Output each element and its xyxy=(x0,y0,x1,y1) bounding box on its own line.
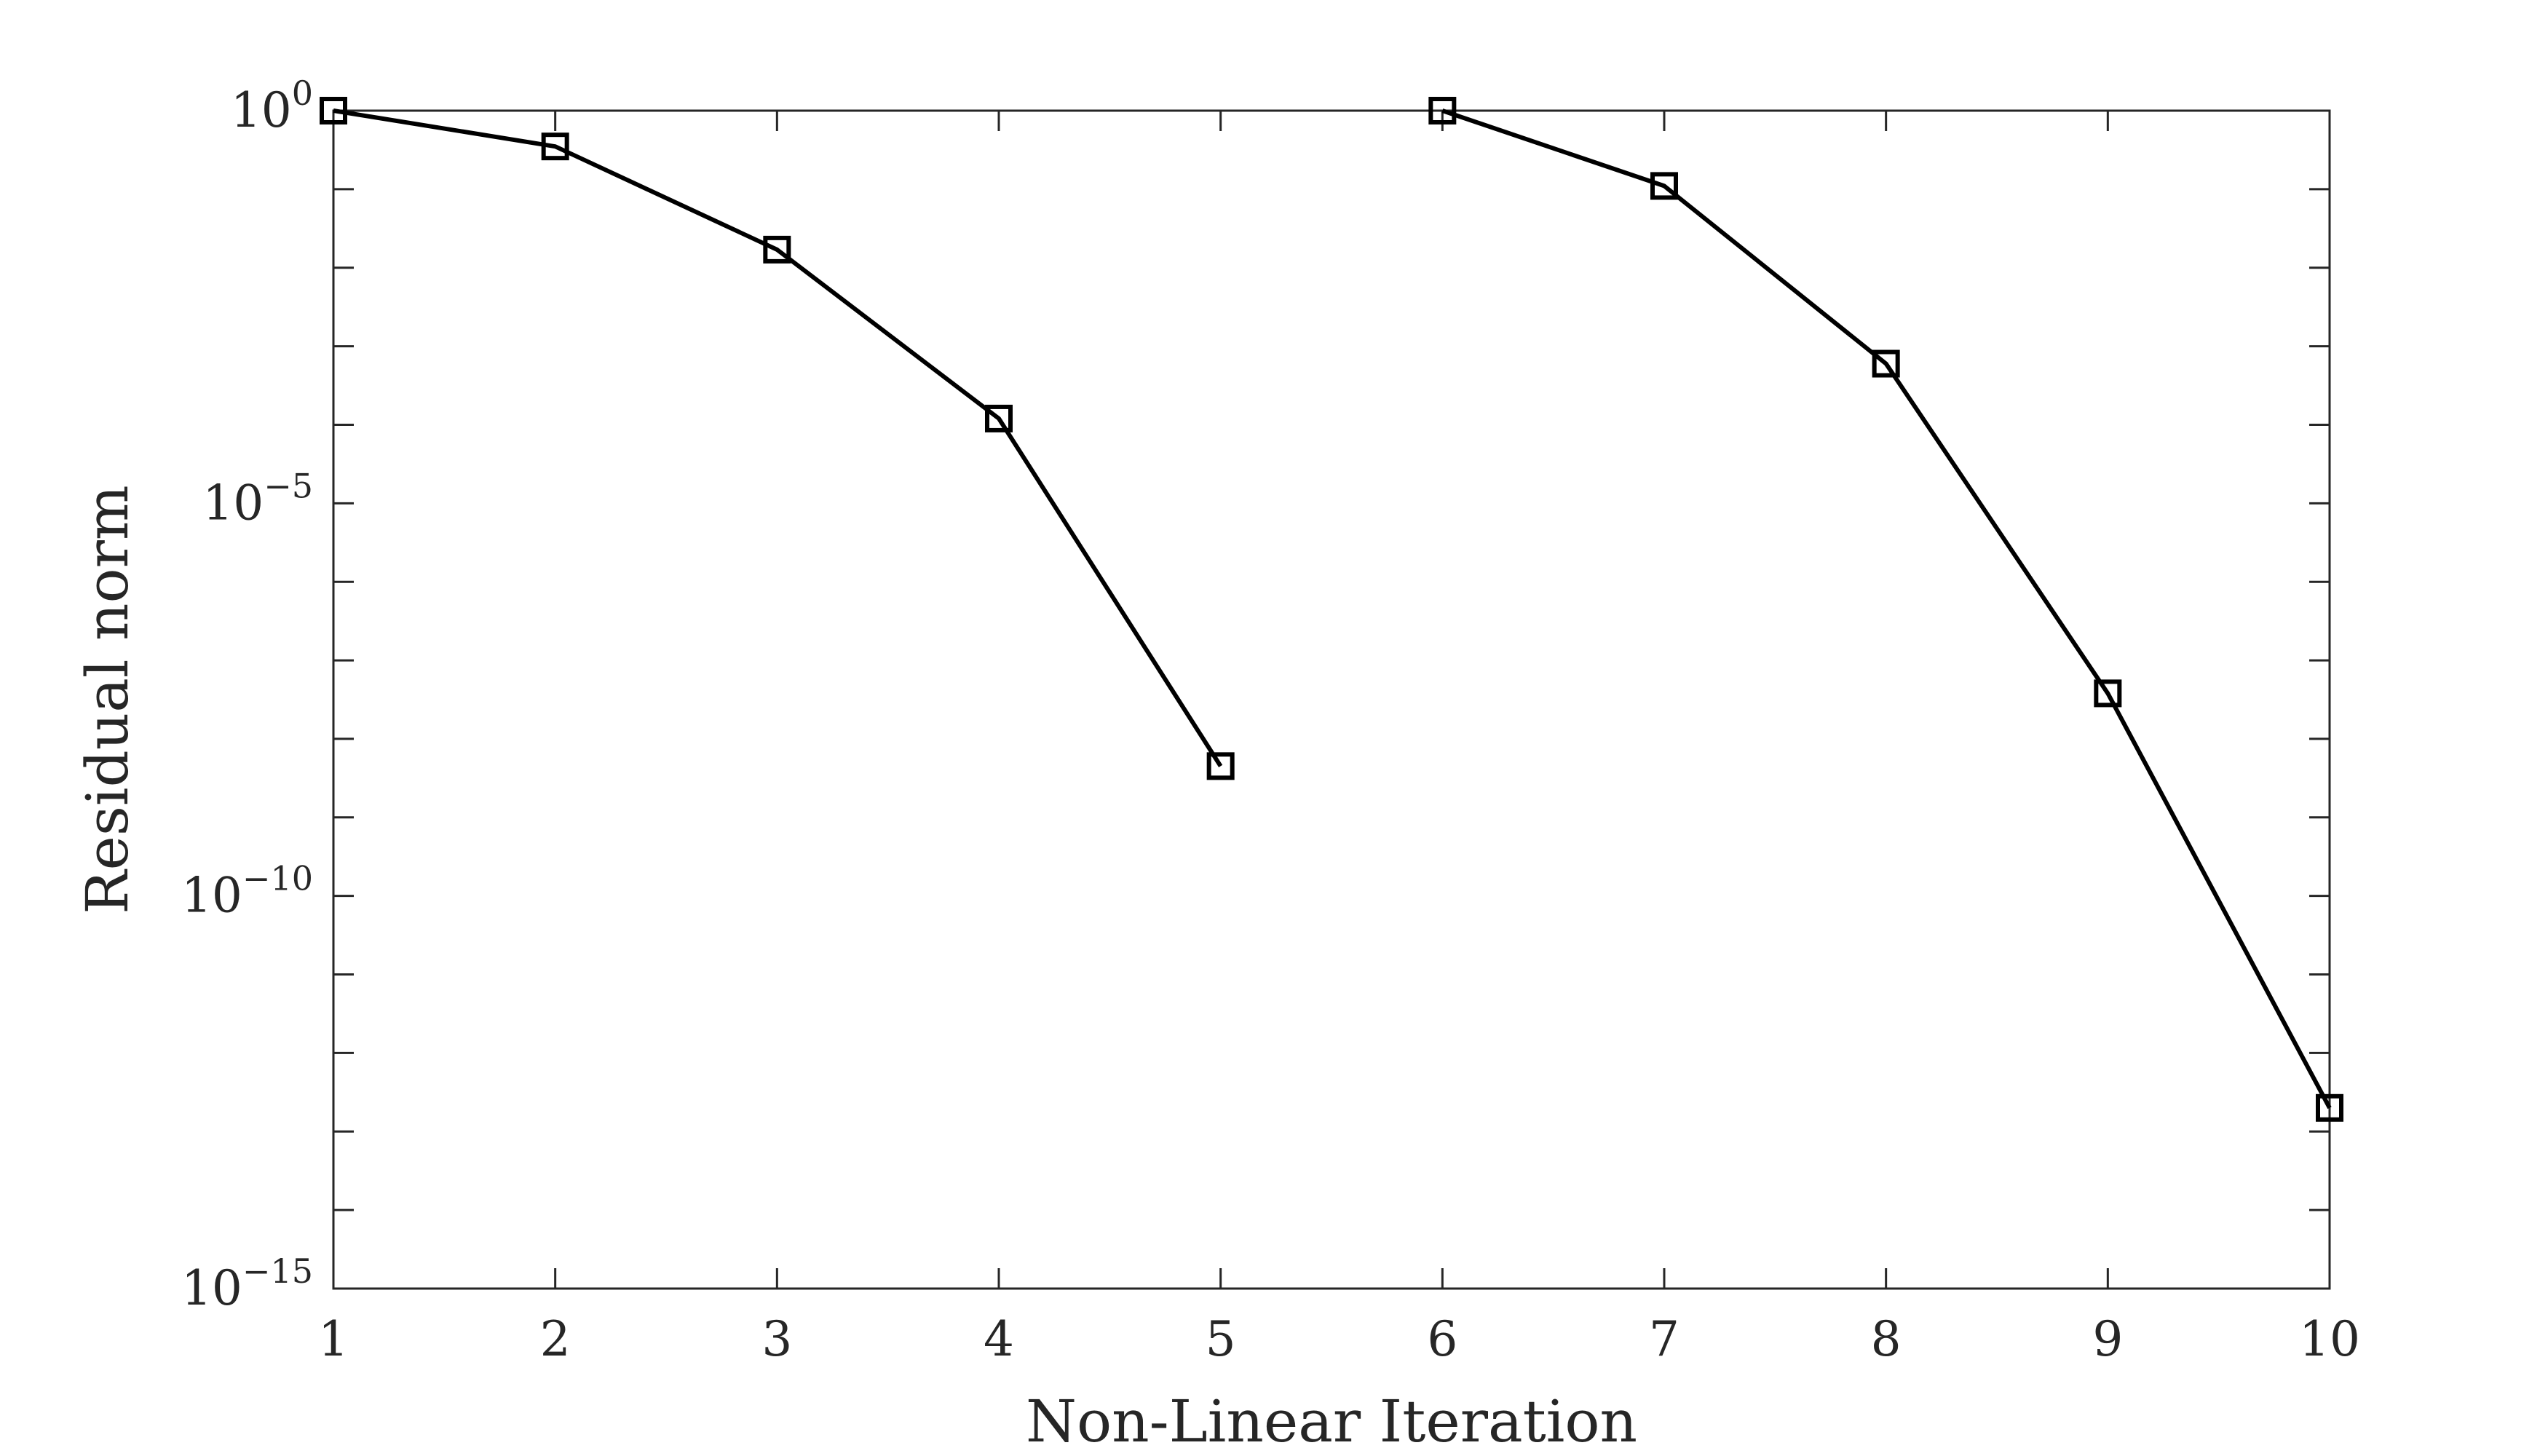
data-point-marker xyxy=(2316,1093,2343,1122)
x-tick-label: 8 xyxy=(1871,1311,1902,1367)
plot-frame xyxy=(332,109,2331,1290)
series-line xyxy=(333,108,1223,767)
x-tick-labels: 1 2 3 4 5 6 7 8 9 10 xyxy=(318,1311,2360,1367)
series-layer xyxy=(320,97,2343,1122)
y-tick-label: 10−10 xyxy=(181,859,313,924)
data-point-marker xyxy=(1650,172,1678,200)
plot-area xyxy=(333,111,2330,1289)
x-tick-label: 6 xyxy=(1427,1311,1457,1367)
data-point-marker xyxy=(541,132,569,161)
y-tick-label: 10−5 xyxy=(202,466,313,531)
x-tick-label: 2 xyxy=(540,1311,571,1367)
data-point-marker xyxy=(1428,97,1457,124)
x-tick-label: 7 xyxy=(1649,1311,1679,1367)
axis-ticks xyxy=(332,109,2331,1290)
data-point-marker xyxy=(2094,679,2122,708)
data-point-marker xyxy=(1872,349,1900,378)
x-tick-label: 3 xyxy=(761,1311,792,1367)
y-axis-title: Residual norm xyxy=(74,485,141,914)
x-tick-label: 9 xyxy=(2092,1311,2123,1367)
x-axis-title: Non-Linear Iteration xyxy=(1026,1388,1637,1455)
x-tick-label: 4 xyxy=(984,1311,1014,1367)
y-tick-labels: 100 10−5 10−10 10−15 xyxy=(181,74,313,1316)
y-tick-label: 100 xyxy=(231,74,313,138)
x-tick-label: 1 xyxy=(318,1311,349,1367)
series-line xyxy=(1441,108,2332,1109)
x-tick-label: 5 xyxy=(1206,1311,1236,1367)
data-point-marker xyxy=(763,235,791,264)
y-tick-label: 10−15 xyxy=(181,1251,313,1316)
data-point-marker xyxy=(985,404,1013,432)
data-point-marker xyxy=(1206,752,1235,780)
data-point-marker xyxy=(320,97,347,124)
x-tick-label: 10 xyxy=(2299,1311,2360,1367)
